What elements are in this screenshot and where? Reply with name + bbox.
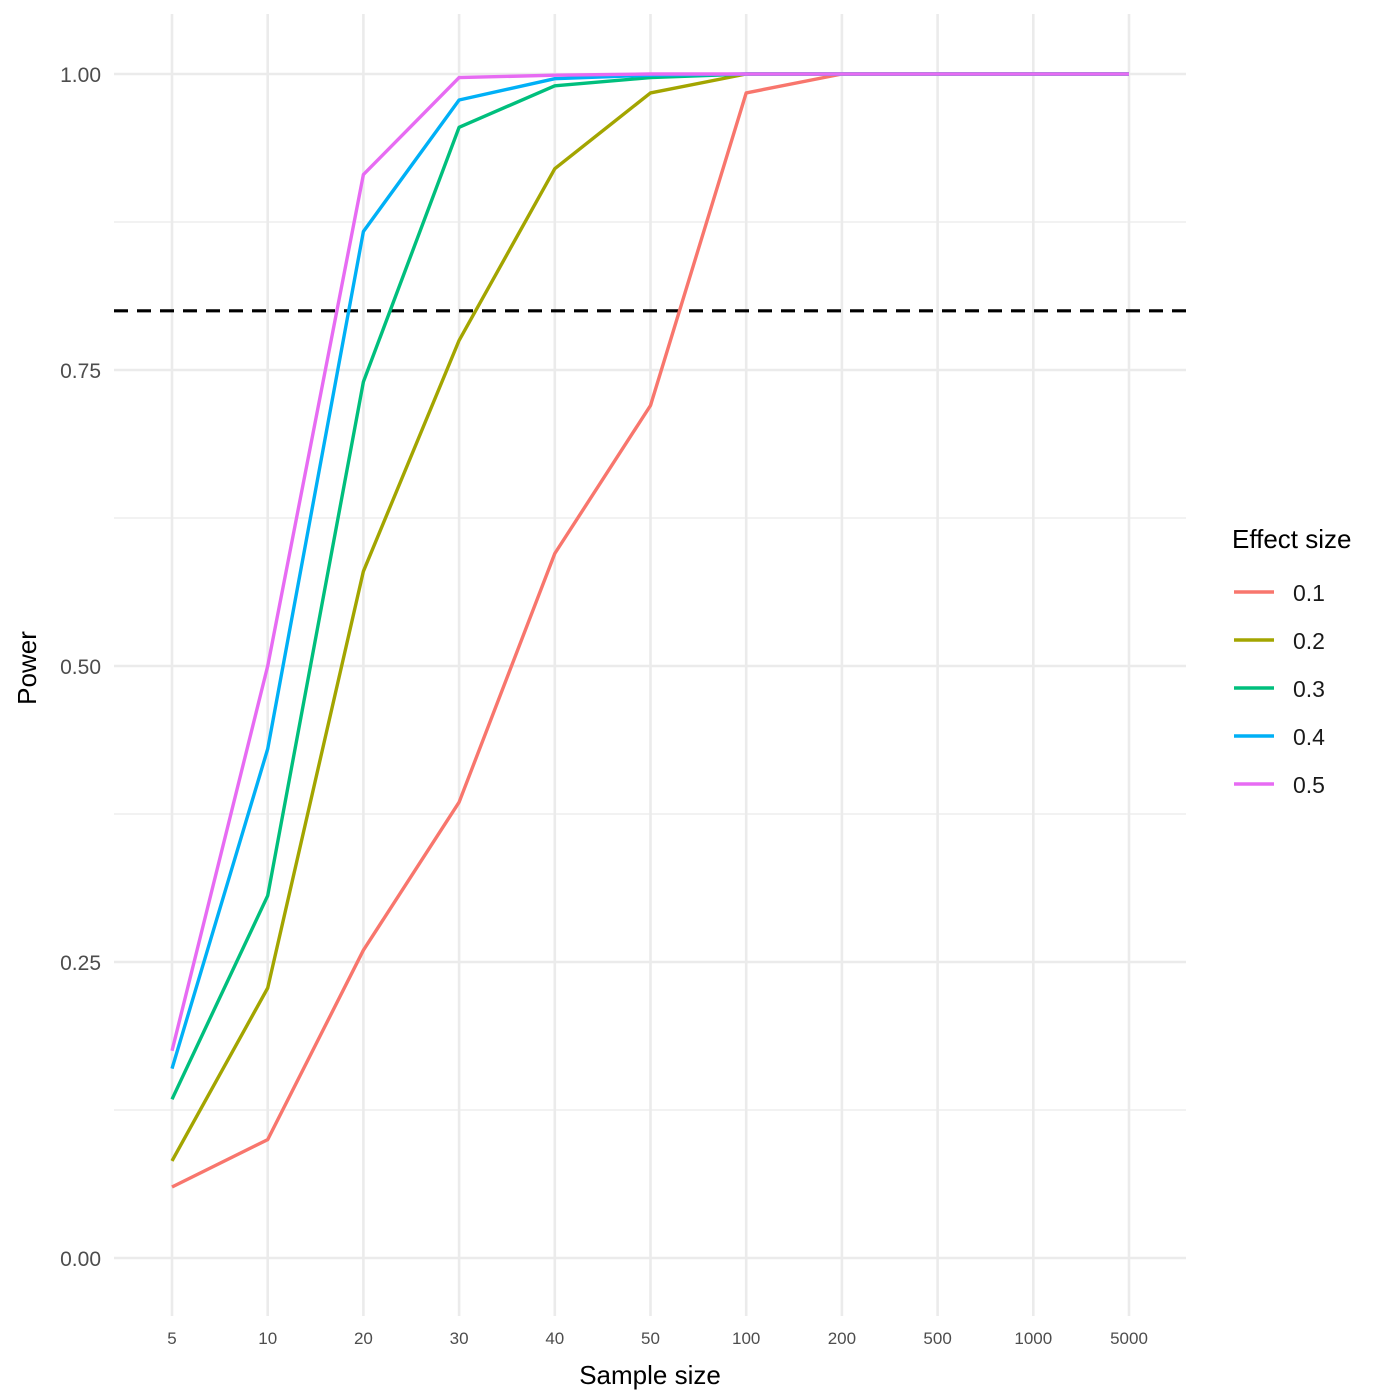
y-tick-label: 0.50 [60, 656, 101, 679]
y-tick-label: 0.25 [60, 952, 101, 975]
y-tick-label: 0.00 [60, 1248, 101, 1271]
x-tick-label: 5000 [1110, 1329, 1148, 1348]
legend-label-0-5: 0.5 [1293, 772, 1325, 798]
series-line-0-5 [170, 72, 1129, 1052]
x-tick-label: 10 [258, 1329, 277, 1348]
series-lines [170, 72, 1129, 1189]
x-tick-label: 40 [545, 1329, 564, 1348]
x-tick-label: 500 [923, 1329, 951, 1348]
y-tick-label: 1.00 [60, 64, 101, 87]
x-tick-label: 1000 [1014, 1329, 1052, 1348]
legend-label-0-2: 0.2 [1293, 628, 1325, 654]
x-axis-title: Sample size [579, 1360, 721, 1390]
y-tick-label: 0.75 [60, 360, 101, 383]
x-tick-label: 20 [354, 1329, 373, 1348]
legend-label-0-3: 0.3 [1293, 676, 1325, 702]
legend-label-0-1: 0.1 [1293, 580, 1325, 606]
x-tick-label: 30 [450, 1329, 469, 1348]
x-tick-label: 100 [732, 1329, 760, 1348]
major-gridlines [114, 14, 1186, 1316]
legend-title: Effect size [1232, 524, 1351, 554]
y-tick-labels: 0.00 0.25 0.50 0.75 1.00 [60, 64, 101, 1271]
x-tick-label: 200 [828, 1329, 856, 1348]
legend: Effect size 0.1 0.2 0.3 0.4 0.5 [1232, 524, 1351, 798]
legend-items: 0.1 0.2 0.3 0.4 0.5 [1234, 580, 1325, 798]
x-tick-label: 50 [641, 1329, 660, 1348]
x-tick-labels: 5 10 20 30 40 50 100 200 500 1000 5000 [167, 1329, 1148, 1348]
legend-label-0-4: 0.4 [1293, 724, 1325, 750]
y-axis-title: Power [12, 631, 42, 705]
x-tick-label: 5 [167, 1329, 176, 1348]
